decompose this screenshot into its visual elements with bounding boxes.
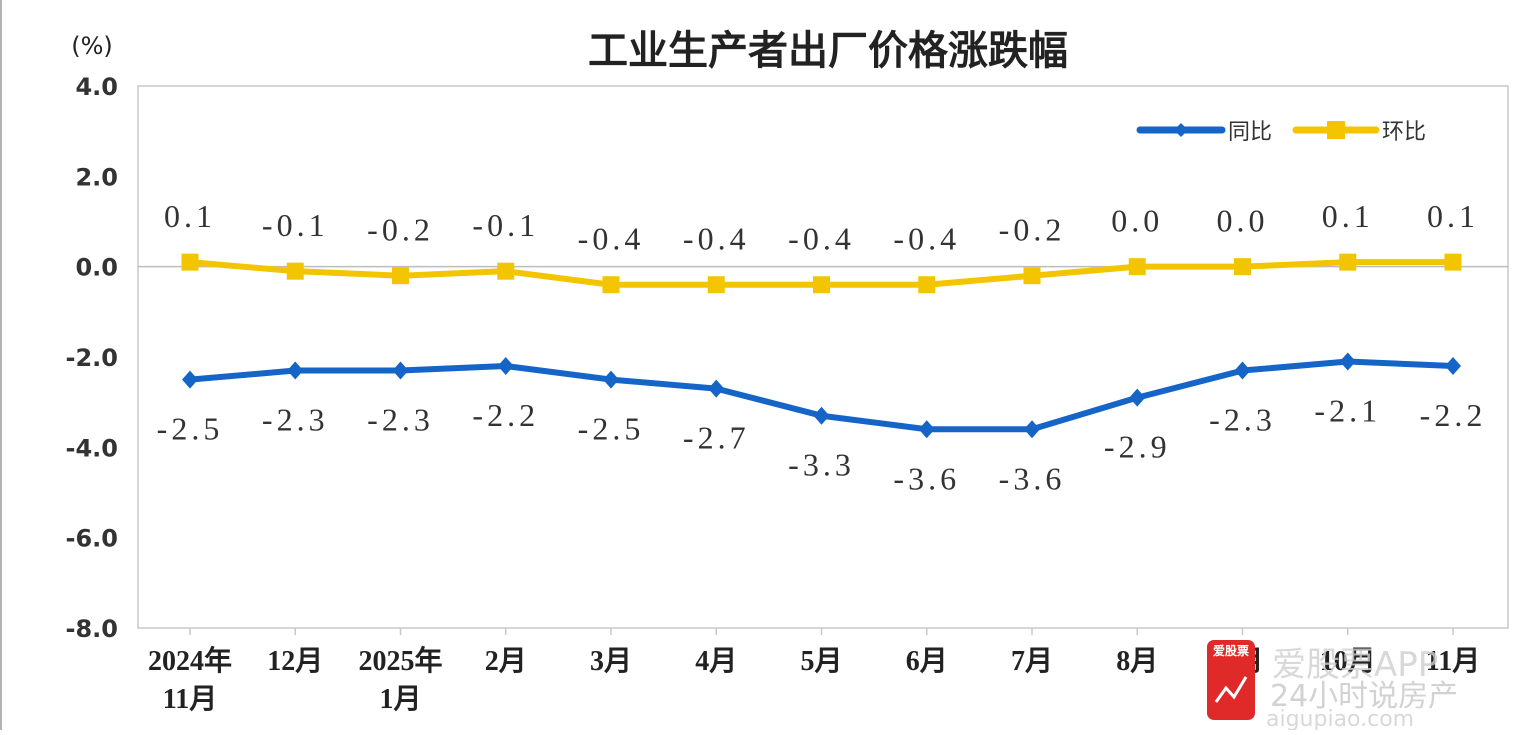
- data-point-mom: [181, 253, 199, 271]
- series-layer: [181, 253, 1462, 439]
- x-tick-label: 6月: [906, 646, 948, 677]
- x-tick-label: 7月: [1011, 646, 1053, 677]
- data-label-mom: 0.1: [164, 198, 216, 234]
- watermark-subtitle: 24小时说房产: [1270, 679, 1458, 714]
- x-tick-label: 2024年: [148, 644, 232, 677]
- watermark-logo-chart-icon: [1214, 676, 1248, 703]
- watermark-url: aigupiao.com: [1266, 707, 1414, 730]
- legend-item-mom: 环比: [1292, 120, 1426, 145]
- legend-item-yoy: 同比: [1136, 120, 1272, 145]
- data-point-yoy: [1024, 420, 1040, 439]
- data-label-yoy: -2.5: [157, 411, 224, 447]
- x-tick-label: 11月: [1426, 646, 1480, 677]
- data-labels: -2.5 -2.3 -2.3 -2.2 -2.5 -2.7 -3.3 -3.6 -3.6 -2.9…: [157, 198, 1487, 496]
- data-label-yoy: -2.1: [1314, 393, 1381, 429]
- data-point-mom: [392, 267, 409, 285]
- data-label-mom: 0.0: [1217, 203, 1269, 239]
- data-label-mom: -0.4: [893, 221, 960, 257]
- y-tick-label: 0.0: [75, 254, 118, 282]
- data-label-mom: 0.0: [1111, 203, 1163, 239]
- data-label-mom: 0.1: [1322, 198, 1374, 234]
- data-point-yoy: [497, 357, 514, 376]
- chart-title: 工业生产者出厂价格涨跌幅: [588, 28, 1068, 74]
- data-point-mom: [602, 276, 620, 294]
- data-label-yoy: -3.3: [788, 447, 855, 483]
- data-point-mom: [813, 276, 830, 294]
- legend-yoy-label: 同比: [1228, 120, 1272, 145]
- data-label-yoy: -2.3: [367, 402, 434, 438]
- data-label-yoy: -2.2: [1420, 397, 1487, 433]
- x-tick-label: 10月: [1320, 646, 1376, 677]
- data-point-yoy: [1129, 388, 1146, 407]
- x-tick-label: 3月: [590, 646, 632, 677]
- data-label-mom: -0.2: [999, 212, 1066, 248]
- y-axis: 4.0 2.0 0.0 -2.0 -4.0 -6.0 -8.0: [66, 73, 1508, 643]
- data-point-yoy: [918, 420, 935, 439]
- data-label-yoy: -2.3: [1209, 402, 1276, 438]
- legend-mom-label: 环比: [1382, 120, 1426, 145]
- x-tick-label: 5月: [800, 646, 842, 677]
- data-point-yoy: [813, 406, 830, 425]
- data-point-yoy: [1445, 357, 1461, 376]
- watermark-brand: 爱股票APP: [1272, 645, 1438, 685]
- data-point-mom: [1339, 253, 1357, 271]
- data-point-yoy: [603, 370, 619, 389]
- data-point-mom: [1234, 258, 1251, 276]
- x-tick-label: 11月: [163, 684, 217, 715]
- x-tick-label: 4月: [695, 646, 737, 677]
- x-tick-label: 2025年: [358, 644, 442, 677]
- data-point-yoy: [287, 361, 304, 380]
- x-tick-label: 12月: [267, 646, 323, 677]
- data-point-mom: [707, 276, 725, 294]
- legend-mom-square: [1327, 121, 1345, 139]
- data-point-mom: [1128, 258, 1146, 276]
- data-label-mom: -0.1: [472, 207, 539, 243]
- y-tick-label: -2.0: [66, 344, 118, 372]
- data-point-mom: [497, 262, 515, 280]
- data-label-yoy: -2.2: [472, 397, 539, 433]
- data-label-mom: -0.4: [683, 221, 750, 257]
- x-tick-label: 2月: [485, 646, 527, 677]
- watermark: 爱股票 爱股票APP 24小时说房产 aigupiao.com: [1207, 640, 1458, 732]
- plot-area: [137, 85, 1509, 629]
- data-point-yoy: [1339, 352, 1356, 371]
- y-tick-label: -4.0: [66, 434, 118, 462]
- data-point-yoy: [708, 379, 725, 398]
- data-label-yoy: -2.3: [262, 402, 329, 438]
- data-point-yoy: [1234, 361, 1251, 380]
- data-label-yoy: -3.6: [999, 460, 1066, 496]
- y-tick-label: -6.0: [66, 525, 118, 553]
- data-label-mom: 0.1: [1427, 198, 1479, 234]
- data-label-yoy: -2.7: [683, 420, 750, 456]
- y-tick-label: 4.0: [75, 73, 118, 101]
- data-point-mom: [1023, 267, 1041, 285]
- y-axis-unit: (%): [71, 32, 113, 60]
- data-label-yoy: -3.6: [893, 460, 960, 496]
- data-point-mom: [1444, 253, 1462, 271]
- x-tick-label: 1月: [379, 684, 421, 715]
- data-label-yoy: -2.9: [1104, 429, 1171, 465]
- data-point-yoy: [182, 370, 198, 389]
- data-point-mom: [918, 276, 936, 294]
- data-point-yoy: [392, 361, 409, 380]
- watermark-logo-text: 爱股票: [1213, 643, 1249, 658]
- y-tick-label: 2.0: [75, 163, 118, 191]
- legend-yoy-diamond: [1174, 123, 1188, 137]
- data-label-yoy: -2.5: [578, 411, 645, 447]
- legend: 同比 环比: [1136, 120, 1426, 145]
- data-label-mom: -0.4: [578, 221, 645, 257]
- data-label-mom: -0.2: [367, 212, 434, 248]
- y-tick-label: -8.0: [66, 615, 118, 643]
- data-label-mom: -0.1: [262, 207, 329, 243]
- x-tick-label: 8月: [1116, 646, 1158, 677]
- data-point-mom: [286, 262, 304, 280]
- data-label-mom: -0.4: [788, 221, 855, 257]
